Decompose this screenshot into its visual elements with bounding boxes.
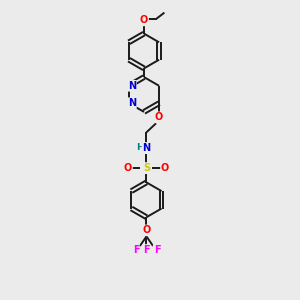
- Text: F: F: [154, 245, 160, 255]
- Text: F: F: [133, 245, 139, 255]
- Text: N: N: [142, 143, 151, 153]
- Text: F: F: [143, 245, 150, 255]
- Text: N: N: [128, 98, 136, 108]
- Text: O: O: [140, 15, 148, 26]
- Text: O: O: [161, 163, 169, 173]
- Text: N: N: [128, 81, 136, 91]
- Text: H: H: [136, 143, 144, 152]
- Text: O: O: [155, 112, 163, 122]
- Text: O: O: [142, 225, 151, 236]
- Text: S: S: [143, 163, 150, 173]
- Text: O: O: [124, 163, 132, 173]
